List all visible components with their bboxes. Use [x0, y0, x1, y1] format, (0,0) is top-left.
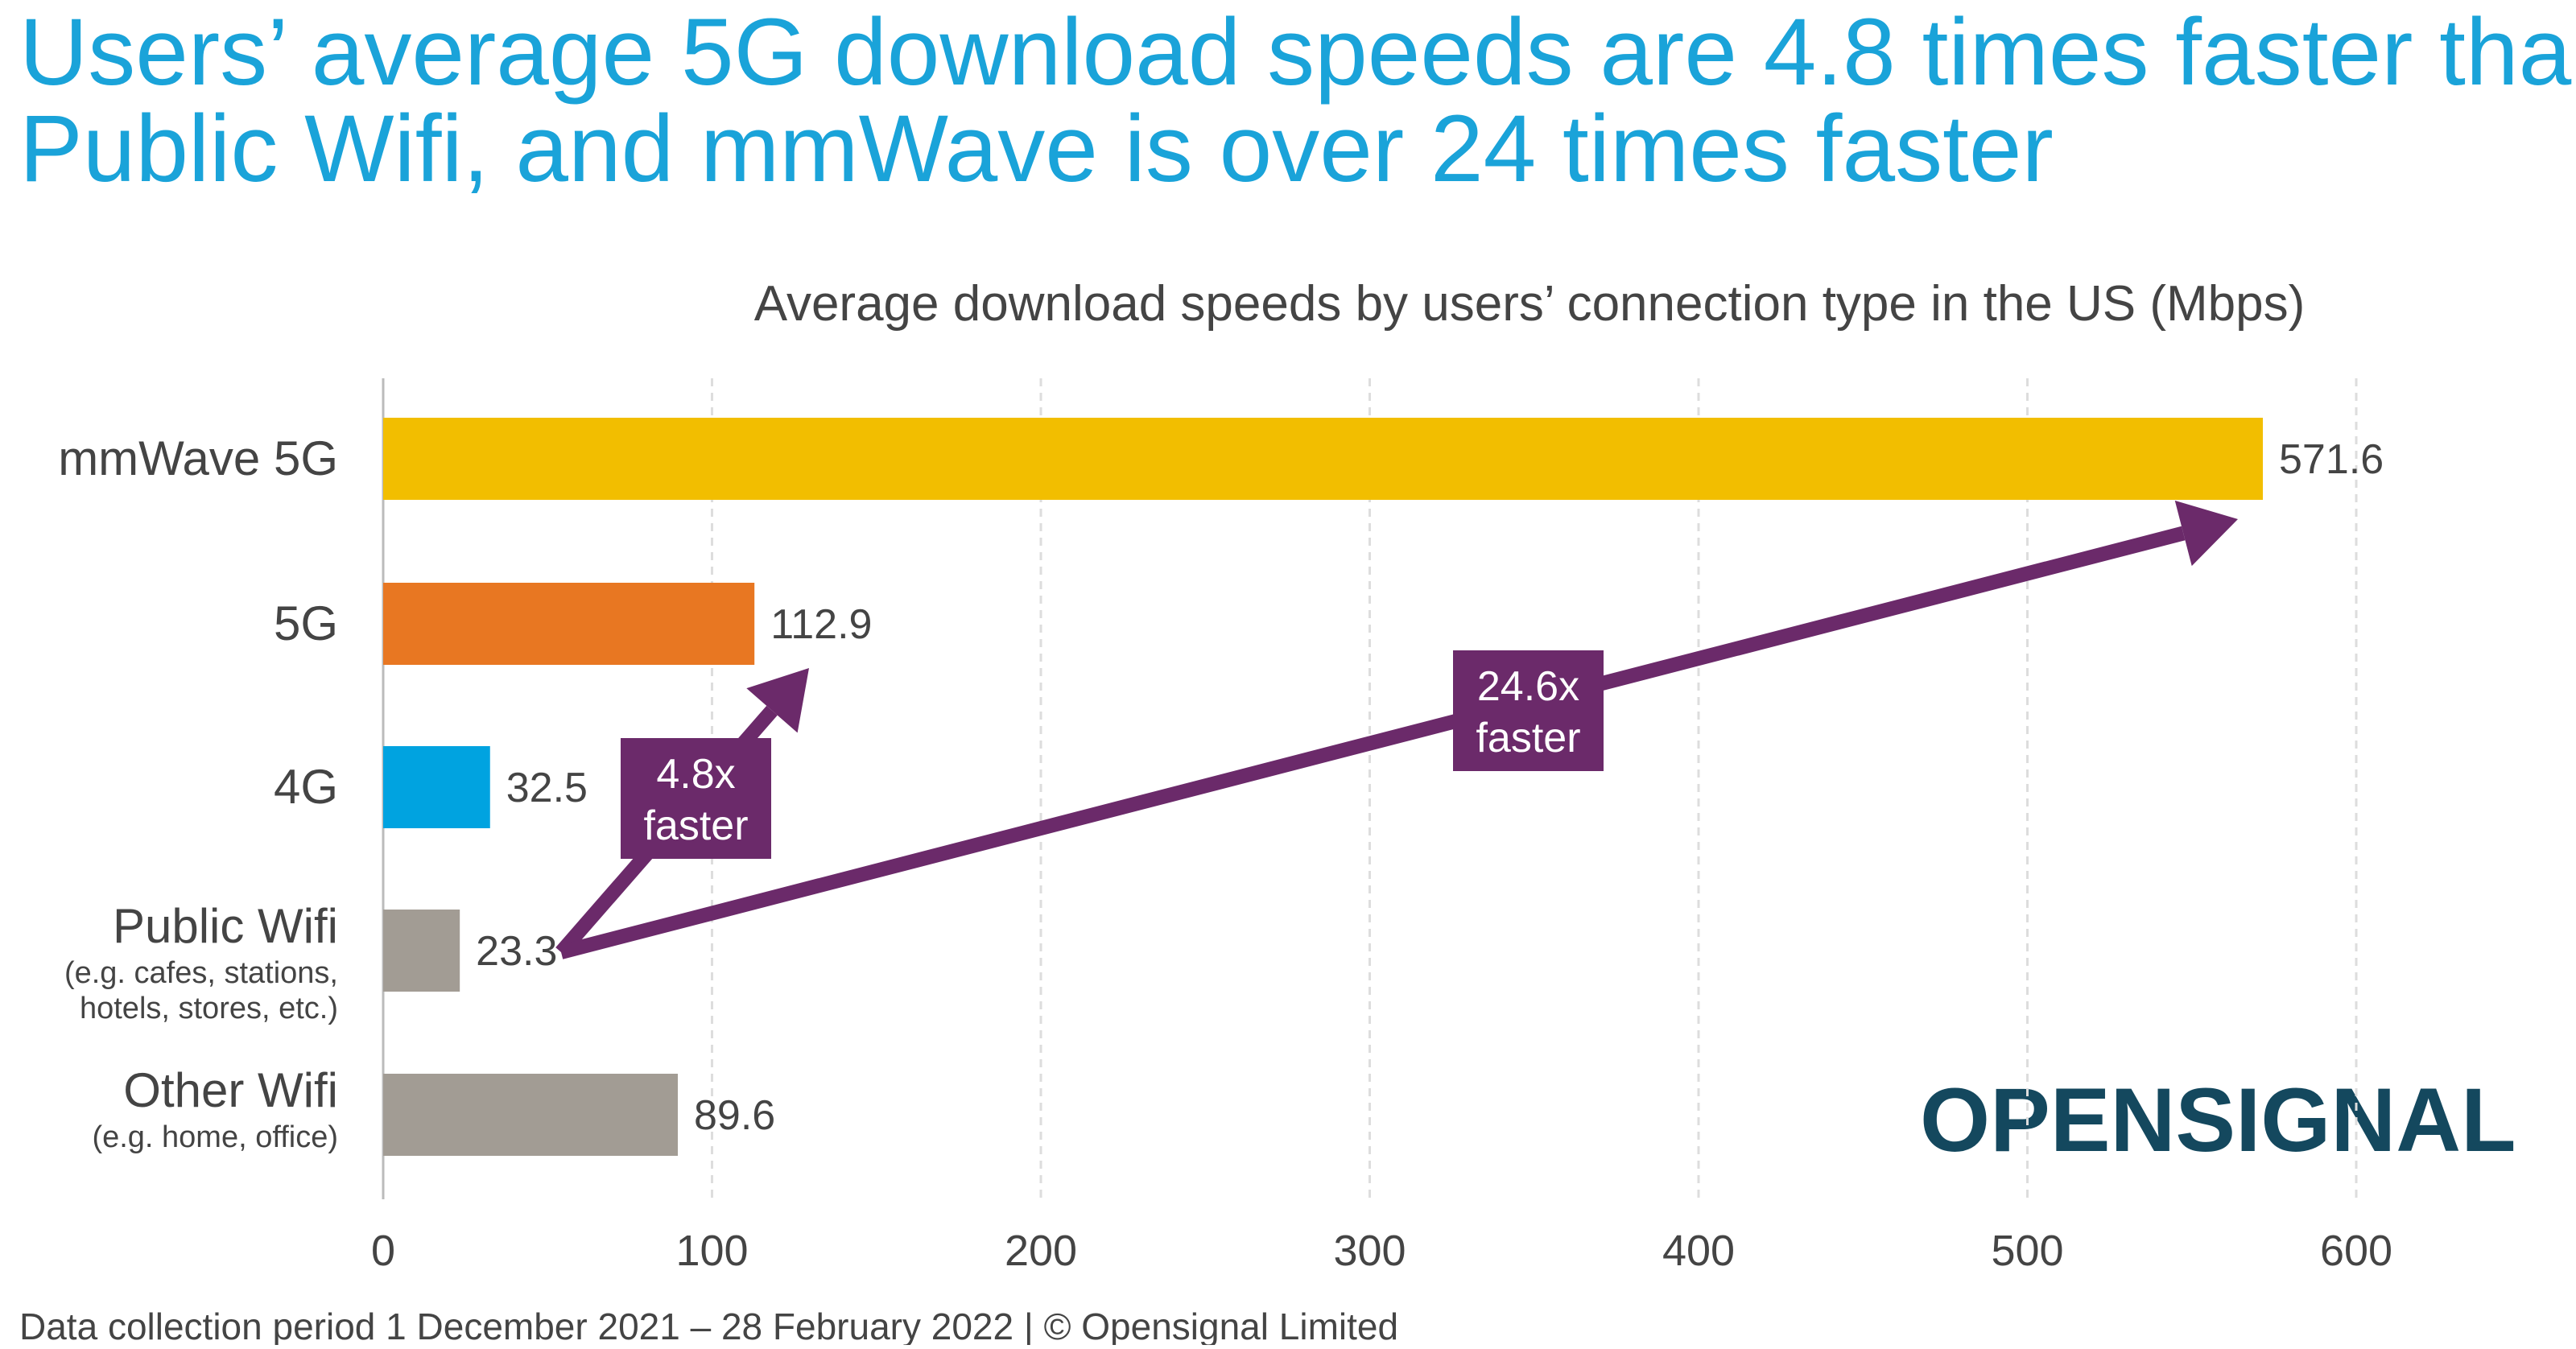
x-tick-label: 600: [2320, 1227, 2392, 1275]
annotation-text: faster: [643, 802, 748, 849]
value-label: 112.9: [770, 601, 872, 648]
category-label: 4G: [274, 760, 338, 814]
category-note: (e.g. home, office): [92, 1120, 338, 1154]
grid: 0 100 200 300 400 500 600: [371, 378, 2392, 1275]
annotation-text: 4.8x: [656, 751, 735, 798]
category-label: 5G: [274, 596, 338, 650]
chart-title: Users’ average 5G download speeds are 4.…: [19, 0, 2576, 105]
value-label: 571.6: [2279, 436, 2384, 483]
bar: [383, 746, 490, 828]
x-tick-label: 0: [371, 1227, 395, 1275]
value-label: 23.3: [476, 928, 557, 975]
category-label: Public Wifi: [113, 899, 338, 953]
annotation-box: [1453, 650, 1604, 771]
annotation-box: [621, 738, 771, 859]
category-note: hotels, stores, etc.): [80, 992, 338, 1025]
x-tick-label: 500: [1991, 1227, 2063, 1275]
arrow-line: [559, 526, 2186, 959]
chart-title: Public Wifi, and mmWave is over 24 times…: [19, 96, 2054, 202]
annotation-text: 24.6x: [1477, 663, 1579, 710]
annotation-text: faster: [1476, 715, 1580, 761]
bar: [383, 910, 460, 992]
category-label: mmWave 5G: [58, 431, 338, 485]
arrow-head: [746, 668, 809, 733]
arrow-head: [2174, 500, 2238, 567]
category-note: (e.g. cafes, stations,: [64, 956, 338, 990]
x-tick-label: 400: [1662, 1227, 1735, 1275]
bar: [383, 583, 755, 665]
logo: OPENSIGNAL: [1920, 1070, 2516, 1170]
x-tick-label: 200: [1005, 1227, 1077, 1275]
bar: [383, 1074, 679, 1156]
value-label: 89.6: [694, 1092, 775, 1139]
footer: Data collection period 1 December 2021 –…: [19, 1306, 1398, 1345]
x-tick-label: 100: [675, 1227, 748, 1275]
chart-subtitle: Average download speeds by users’ connec…: [754, 276, 2306, 332]
bar: [383, 418, 2263, 500]
value-label: 32.5: [506, 765, 588, 811]
category-label: Other Wifi: [123, 1063, 338, 1117]
x-tick-label: 300: [1333, 1227, 1406, 1275]
